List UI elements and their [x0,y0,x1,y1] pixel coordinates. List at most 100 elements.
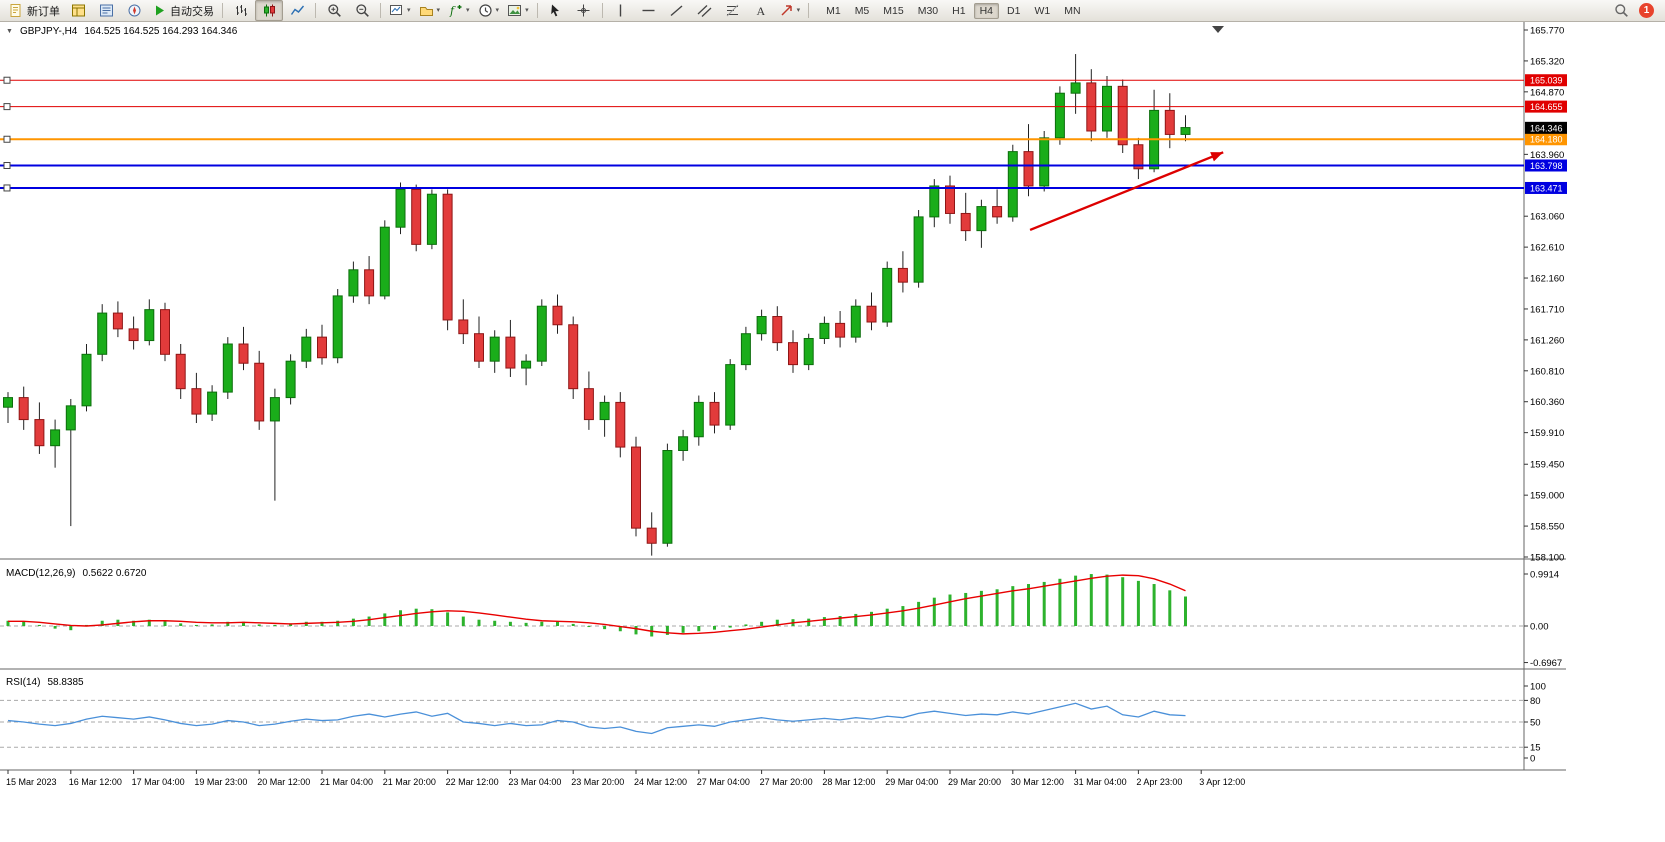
text-button[interactable]: A [747,0,775,21]
trend-arrow[interactable] [1029,151,1224,232]
rsi-panel-label: RSI(14) 58.8385 [6,677,84,688]
trend-arrow-head [1210,152,1224,162]
timeframe-button-h1[interactable]: H1 [952,4,966,17]
dropdown-caret: ▾ [525,7,529,14]
svg-text:30 Mar 12:00: 30 Mar 12:00 [1011,777,1064,787]
chart-area: 165.770 165.320 164.870 163.960 163.060 162.6… [0,22,1665,842]
equidistant-channel-button[interactable] [691,0,719,21]
navigator-button[interactable] [120,0,148,21]
timeframe-button-m30[interactable]: M30 [917,4,939,17]
trendline-icon [669,3,684,18]
macd-name: MACD(12,26,9) [6,568,76,579]
svg-text:29 Mar 04:00: 29 Mar 04:00 [885,777,938,787]
timeframe-button-m5[interactable]: M5 [854,4,870,17]
profiles-button[interactable]: ▾ [415,0,445,21]
navigator-icon [127,3,142,18]
rsi-value: 58.8385 [47,677,84,688]
svg-text:29 Mar 20:00: 29 Mar 20:00 [948,777,1001,787]
svg-text:163.798: 163.798 [1530,161,1563,171]
timeframe-button-h4[interactable]: H4 [973,2,1000,19]
timeframe-button-w1[interactable]: W1 [1034,4,1051,17]
toolbar-separator [601,3,603,18]
trendline-button[interactable] [663,0,691,21]
indicators-button[interactable]: f ▾ [444,0,474,21]
candlestick-icon [262,3,277,18]
dropdown-caret: ▾ [407,7,411,14]
svg-text:80: 80 [1530,696,1541,707]
equidistant-channel-icon [697,3,712,18]
svg-text:158.100: 158.100 [1530,553,1564,564]
chart-title: ▼ GBPJPY-,H4 164.525 164.525 164.293 164… [6,26,237,37]
svg-text:164.655: 164.655 [1530,102,1563,112]
svg-text:163.060: 163.060 [1530,212,1564,223]
timeframe-button-m15[interactable]: M15 [883,4,904,17]
chart-shift-marker-icon[interactable] [1212,26,1224,33]
svg-text:23 Mar 20:00: 23 Mar 20:00 [571,777,624,787]
svg-text:159.450: 159.450 [1530,460,1564,471]
autotrading-icon [152,3,167,18]
dropdown-caret: ▾ [495,7,500,14]
toolbar-separator [536,3,538,18]
data-window-button[interactable] [92,0,120,21]
svg-text:50: 50 [1530,718,1541,729]
cursor-button[interactable] [542,0,570,21]
dropdown-caret: ▾ [796,7,801,14]
templates-button[interactable]: ▾ [503,0,533,21]
svg-text:160.810: 160.810 [1530,366,1564,377]
arrows-button[interactable]: ▾ [775,0,805,21]
timeframe-button-d1[interactable]: D1 [1007,4,1021,17]
zoom-in-button[interactable] [320,0,348,21]
fibonacci-button[interactable] [719,0,747,21]
rsi-layer [7,702,1186,735]
svg-text:20 Mar 12:00: 20 Mar 12:00 [257,777,310,787]
svg-text:0.9914: 0.9914 [1530,569,1559,580]
macd-values: 0.5622 0.6720 [82,568,147,579]
line-chart-icon [290,3,305,18]
new-order-icon [9,3,24,18]
dropdown-caret: ▾ [466,7,470,14]
search-icon [1614,3,1629,18]
svg-text:164.870: 164.870 [1530,87,1564,98]
svg-text:24 Mar 12:00: 24 Mar 12:00 [634,777,687,787]
zoom-out-button[interactable] [348,0,376,21]
arrows-icon [779,3,794,18]
horizontal-line-icon [641,3,656,18]
rsi-name: RSI(14) [6,677,41,688]
new-chart-button[interactable]: ▾ [385,0,415,21]
search-button[interactable] [1607,0,1635,21]
svg-text:22 Mar 12:00: 22 Mar 12:00 [446,777,499,787]
chart-canvas[interactable]: 165.770 165.320 164.870 163.960 163.060 162.6… [0,22,1665,842]
crosshair-icon [576,3,591,18]
svg-text:158.550: 158.550 [1530,522,1564,533]
timeframe-button-mn[interactable]: MN [1064,4,1081,17]
periods-button[interactable]: ▾ [474,0,504,21]
indicators-icon: f [448,3,463,18]
market-watch-icon [71,3,86,18]
vertical-line-button[interactable] [607,0,635,21]
line-chart-button[interactable] [283,0,311,21]
collapse-triangle-icon[interactable]: ▼ [6,28,13,35]
indicator-grid [0,625,1524,748]
svg-text:16 Mar 12:00: 16 Mar 12:00 [69,777,122,787]
svg-text:100: 100 [1530,682,1546,693]
candlestick-button[interactable] [255,0,283,21]
svg-text:f: f [449,5,456,18]
svg-text:15: 15 [1530,743,1541,754]
notification-badge[interactable]: 1 [1639,3,1654,18]
toolbar-separator [222,3,223,18]
new-order-button[interactable]: 新订单 [5,0,64,21]
horizontal-line-button[interactable] [635,0,663,21]
svg-text:27 Mar 04:00: 27 Mar 04:00 [697,777,750,787]
price-scale: 165.770 165.320 164.870 163.960 163.060 162.6… [1524,26,1567,765]
bar-chart-button[interactable] [227,0,255,21]
svg-text:0: 0 [1530,754,1535,765]
market-watch-button[interactable] [64,0,92,21]
svg-text:21 Mar 20:00: 21 Mar 20:00 [383,777,436,787]
zoom-out-icon [355,3,370,18]
timeframe-button-m1[interactable]: M1 [826,4,841,17]
autotrading-button[interactable]: 自动交易 [148,0,218,21]
svg-text:3 Apr 12:00: 3 Apr 12:00 [1199,777,1245,787]
crosshair-button[interactable] [570,0,598,21]
svg-text:A: A [757,4,766,18]
svg-text:162.160: 162.160 [1530,274,1564,285]
